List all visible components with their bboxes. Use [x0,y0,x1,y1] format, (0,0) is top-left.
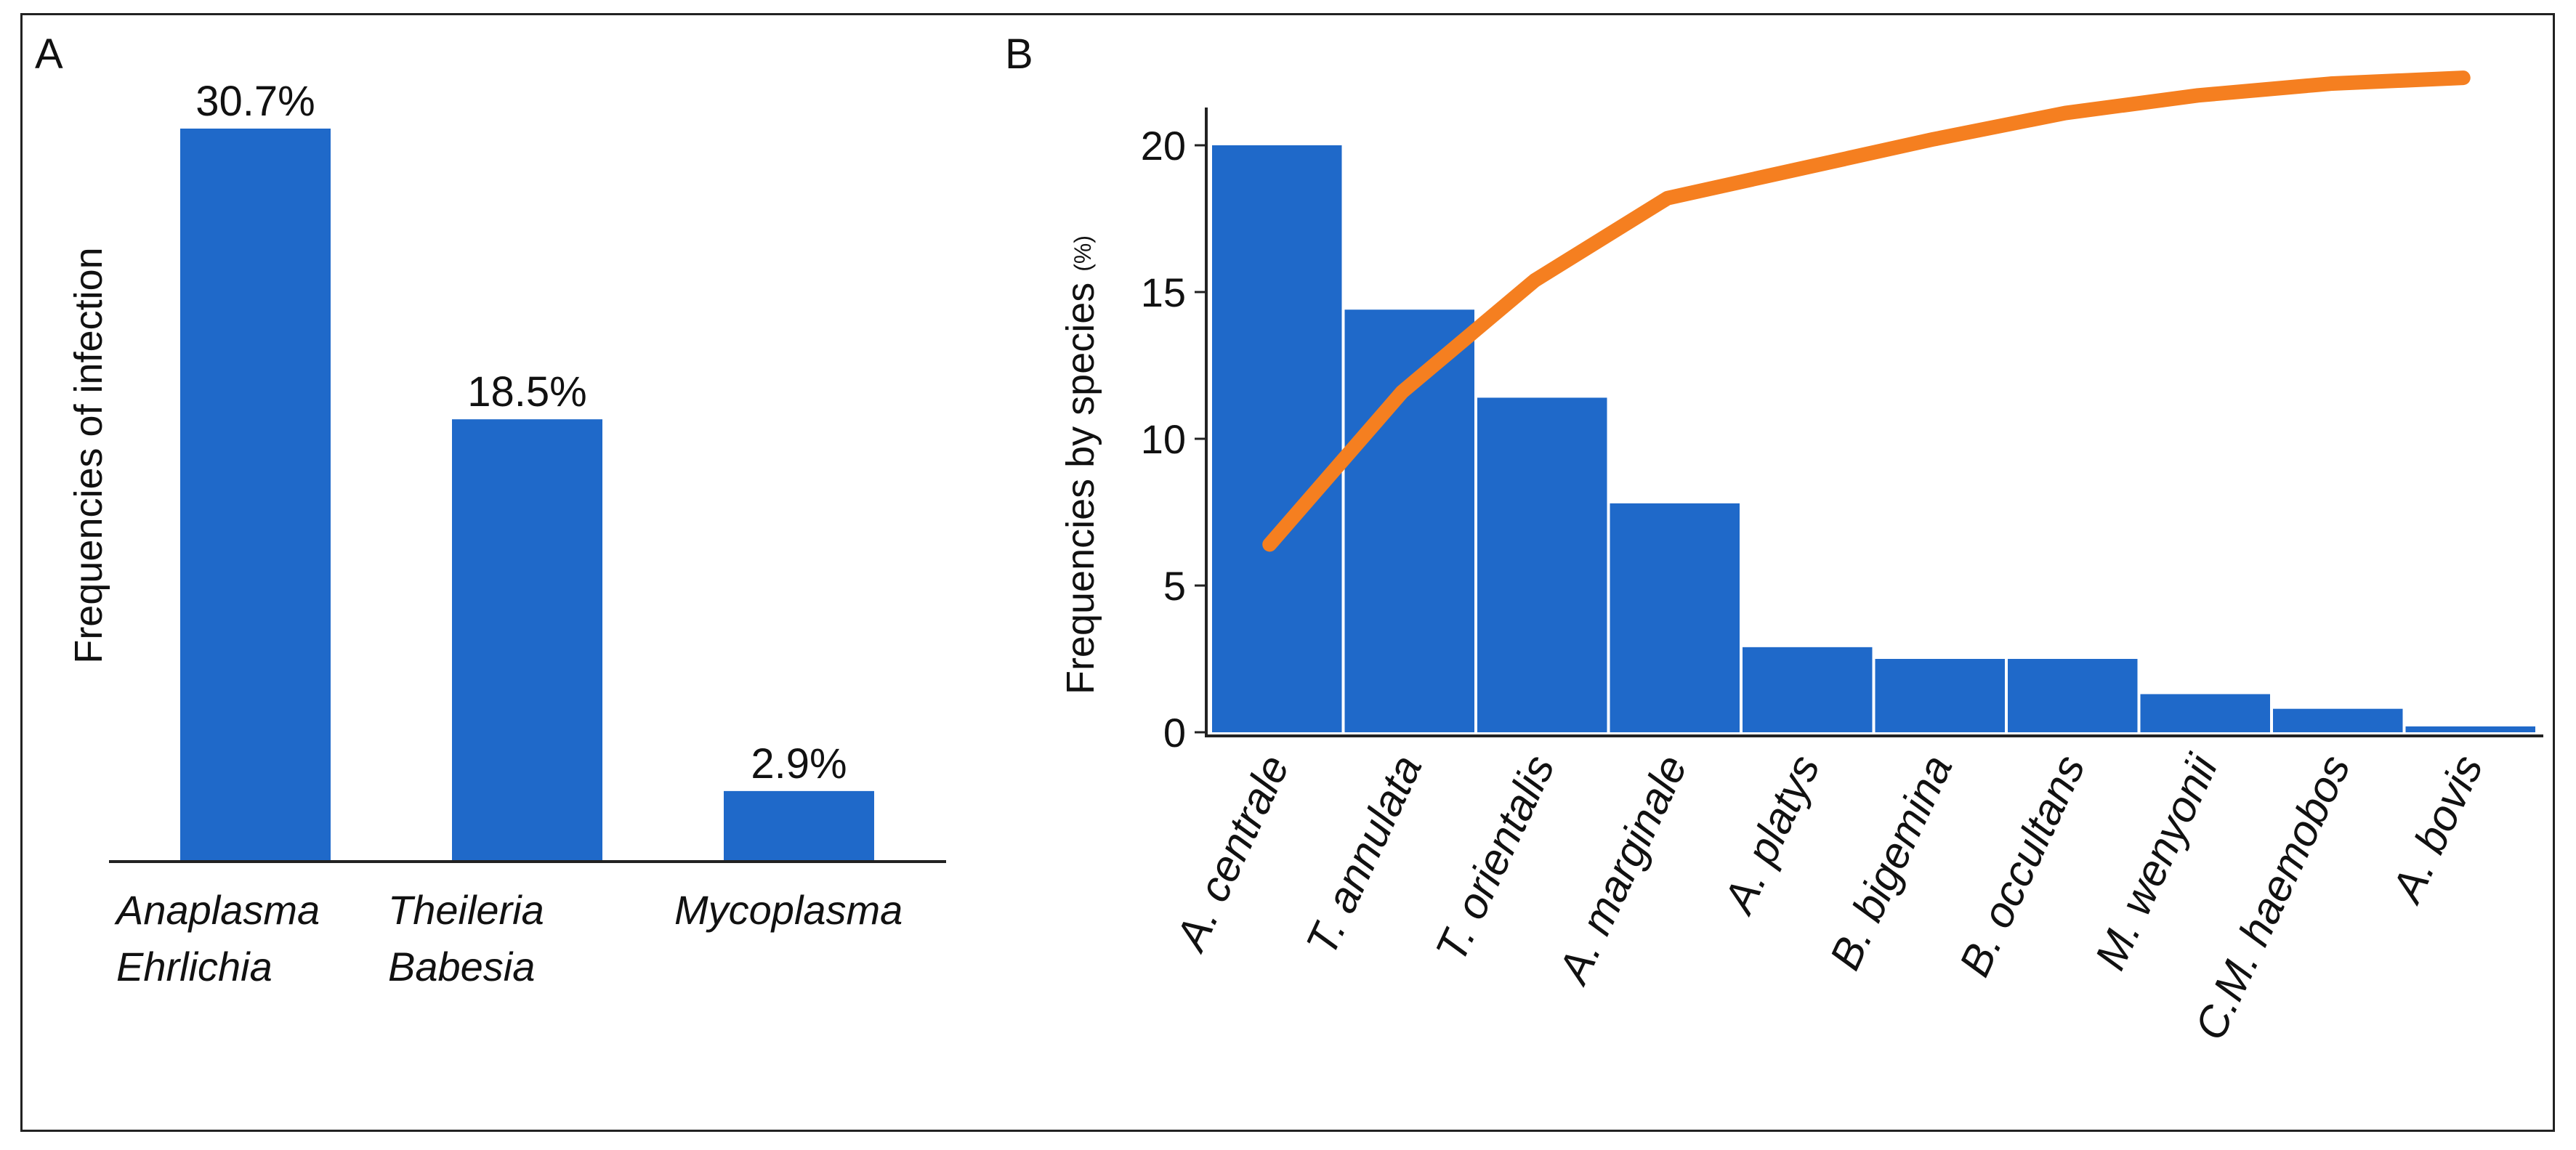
panel-label-a: A [35,31,63,78]
panel-b-y-tick-label: 5 [1163,563,1186,609]
panel-b-category-label: A. platys [1713,748,1829,922]
panel-b-y-tick-label: 10 [1141,416,1186,462]
panel-b-bar [1610,503,1740,732]
panel-a-category-label: Mycoplasma [674,887,903,933]
panel-b-bar [1212,145,1342,732]
panel-b-bar [2008,659,2138,732]
panel-b-bar [2140,694,2270,732]
panel-b-category-label: A. bovis [2381,748,2492,910]
panel-b-category-label: A. marginale [1548,748,1696,992]
panel-a-bar [724,790,874,860]
panel-label-b: B [1005,31,1033,78]
panel-b-bar [2405,726,2535,732]
panel-b-bar [2273,708,2403,732]
panel-a-value-label: 2.9% [751,740,847,787]
panel-b-bar [1344,309,1474,732]
panel-a-y-axis-title: Frequencies of infection [67,247,110,663]
panel-a-bar [452,419,602,860]
panel-a-category-label: Anaplasma [114,887,320,933]
panel-b-y-tick-label: 0 [1163,710,1186,756]
panel-b-y-tick-label: 15 [1141,270,1186,315]
panel-b-category-label: T. orientalis [1426,748,1564,968]
panel-b-category-label: B. bigemina [1820,748,1962,976]
panel-b-y-axis-title: Frequencies by species (%) [1059,235,1102,695]
panel-a-category-label: Ehrlichia [116,944,272,989]
panel-b-bar [1875,659,2005,732]
panel-a-bar [180,129,331,860]
panel-b-cumulative-line [1262,70,2471,552]
panel-a-value-label: 30.7% [195,78,315,125]
panel-b-y-axis-unit: (%) [1070,235,1096,272]
panel-b-category-label: B. occultans [1950,748,2094,984]
figure-frame [20,13,2555,1132]
panel-b-chart: Frequencies by species (%) 0 5 10 15 20 A. c… [1059,70,2543,1047]
panel-b-y-axis-title-text: Frequencies by species [1059,283,1102,695]
panel-b-bar [1477,397,1607,732]
panel-a-category-label: Theileria [388,887,544,933]
panel-a-value-label: 18.5% [467,368,586,416]
panel-b-bar [1743,647,1873,732]
panel-b-category-label: A. centrale [1166,748,1299,959]
panel-a-chart: Frequencies of infection 30.7% Anaplasma E… [67,78,946,989]
panel-b-y-tick-label: 20 [1141,123,1186,169]
panel-a-category-label: Babesia [388,944,535,989]
panel-b-category-label: M. wenyonii [2086,747,2227,977]
panel-b-category-label: T. annulata [1296,748,1431,962]
